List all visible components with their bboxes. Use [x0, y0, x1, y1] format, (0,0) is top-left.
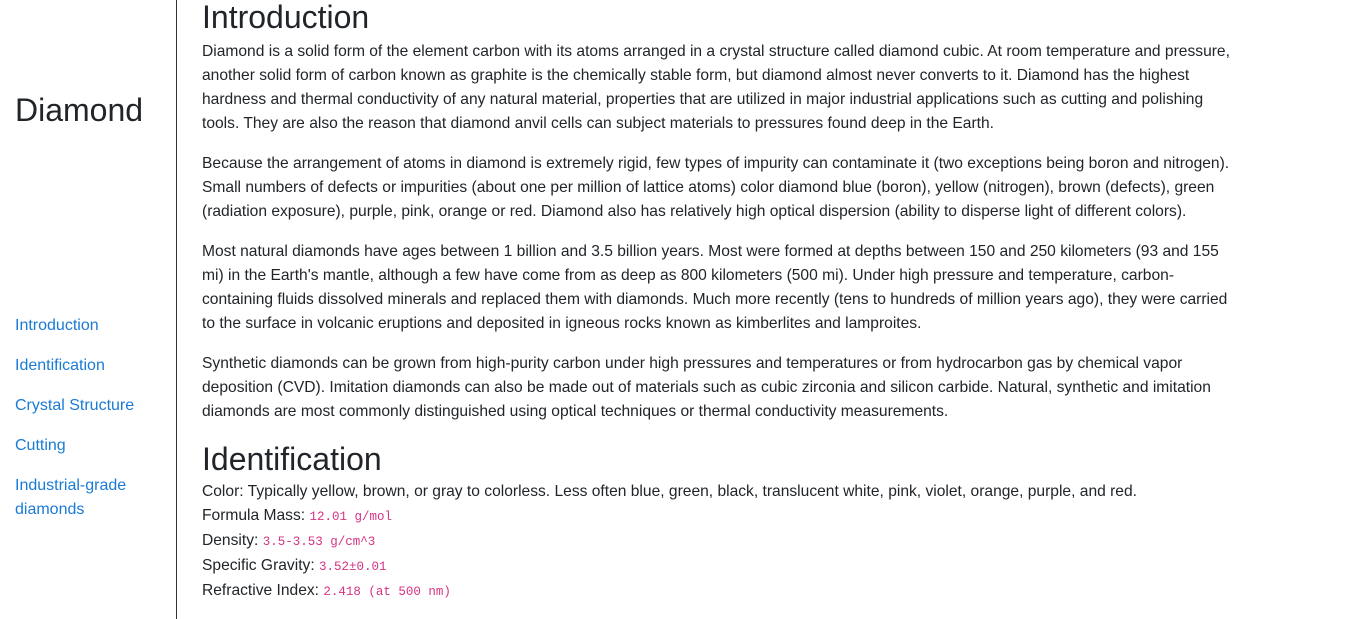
property-value: Typically yellow, brown, or gray to colo…: [247, 483, 1137, 500]
property-label: Formula Mass:: [202, 507, 306, 524]
property-value: 2.418 (at 500 nm): [323, 585, 451, 599]
nav-link-cutting[interactable]: Cutting: [15, 437, 66, 454]
nav-item-identification: Identification: [15, 354, 165, 378]
sidebar-nav: Introduction Identification Crystal Stru…: [15, 314, 165, 538]
property-color: Color: Typically yellow, brown, or gray …: [202, 480, 1232, 504]
property-density: Density: 3.5-3.53 g/cm^3: [202, 529, 1232, 554]
intro-paragraph: Most natural diamonds have ages between …: [202, 243, 1228, 332]
sidebar: Diamond Introduction Identification Crys…: [0, 0, 177, 619]
property-label: Color:: [202, 483, 244, 500]
intro-paragraph: Diamond is a solid form of the element c…: [202, 43, 1230, 132]
sidebar-brand: Diamond: [15, 92, 144, 128]
nav-item-crystal-structure: Crystal Structure: [15, 394, 165, 418]
section-title-identification: Identification: [202, 441, 382, 477]
nav-link-identification[interactable]: Identification: [15, 357, 105, 374]
nav-link-crystal-structure[interactable]: Crystal Structure: [15, 397, 135, 414]
property-label: Refractive Index:: [202, 582, 320, 599]
nav-item-industrial-grade: Industrial-grade diamonds: [15, 474, 165, 522]
intro-paragraph: Because the arrangement of atoms in diam…: [202, 155, 1230, 220]
section-introduction: Introduction Diamond is a solid form of …: [202, 0, 1232, 424]
property-label: Specific Gravity:: [202, 557, 315, 574]
section-identification: Identification Color: Typically yellow, …: [202, 440, 1232, 604]
main-content: Introduction Diamond is a solid form of …: [202, 0, 1232, 619]
nav-item-cutting: Cutting: [15, 434, 165, 458]
intro-paragraph: Synthetic diamonds can be grown from hig…: [202, 355, 1211, 420]
nav-link-introduction[interactable]: Introduction: [15, 317, 99, 334]
property-formula-mass: Formula Mass: 12.01 g/mol: [202, 504, 1232, 529]
property-value: 3.5-3.53 g/cm^3: [262, 535, 376, 549]
property-label: Density:: [202, 532, 259, 549]
property-value: 12.01 g/mol: [309, 510, 392, 524]
property-refractive-index: Refractive Index: 2.418 (at 500 nm): [202, 579, 1232, 604]
nav-item-introduction: Introduction: [15, 314, 165, 338]
nav-link-industrial-grade[interactable]: Industrial-grade diamonds: [15, 477, 127, 518]
property-value: 3.52±0.01: [319, 560, 387, 574]
property-specific-gravity: Specific Gravity: 3.52±0.01: [202, 554, 1232, 579]
section-title-introduction: Introduction: [202, 0, 370, 35]
